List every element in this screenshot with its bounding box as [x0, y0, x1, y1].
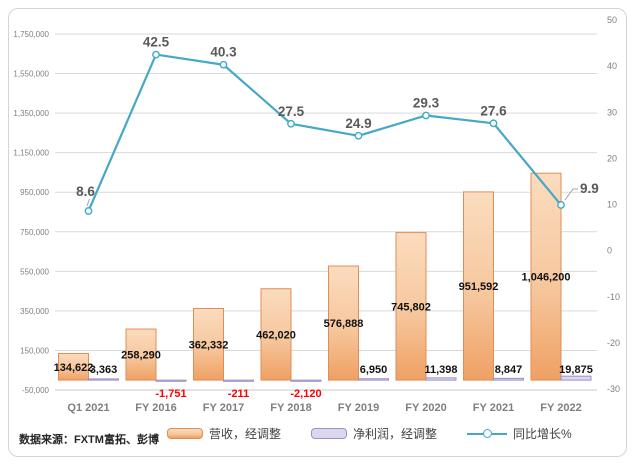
- net-profit-value-label: 19,875: [559, 364, 593, 376]
- right-axis-tick-label: 20: [607, 153, 617, 163]
- legend-item-growth: 同比增长%: [467, 425, 572, 442]
- growth-value-label: 27.6: [480, 103, 507, 118]
- growth-marker: [84, 207, 93, 215]
- growth-value-label: 24.9: [345, 116, 371, 131]
- revenue-value-label: 576,888: [324, 318, 364, 330]
- category-label: FY 2019: [338, 402, 379, 414]
- revenue-bar: [193, 307, 224, 381]
- label-leader-line: [86, 198, 90, 207]
- legend-label-revenue: 营收，经调整: [209, 427, 282, 441]
- revenue-bar: [395, 232, 427, 381]
- category-label: FY 2016: [135, 402, 176, 414]
- net-profit-value-label: -1,751: [155, 388, 186, 400]
- label-leader-line: [564, 188, 578, 201]
- left-axis-tick-label: 1,750,000: [13, 30, 49, 39]
- revenue-swatch-icon: [167, 428, 203, 439]
- revenue-value-label: 258,290: [121, 350, 161, 362]
- legend-label-net-profit: 净利润，经调整: [353, 427, 438, 441]
- source-note: 数据来源：FXTM富拓、彭博: [19, 434, 159, 446]
- revenue-bar: [463, 191, 494, 381]
- growth-value-label: 29.3: [413, 95, 440, 110]
- revenue-bar: [260, 288, 292, 381]
- left-axis-tick-label: 350,000: [20, 307, 49, 316]
- growth-marker: [152, 50, 160, 59]
- left-axis-tick-label: 950,000: [20, 188, 49, 197]
- growth-marker: [287, 119, 295, 128]
- net-profit-bar: [358, 378, 389, 381]
- right-axis-tick-label: -20: [607, 338, 620, 348]
- net-profit-bar: [493, 377, 524, 381]
- net-profit-value-label: -211: [228, 388, 249, 400]
- revenue-bar: [530, 172, 562, 381]
- net-profit-bar: [88, 378, 119, 381]
- legend-item-net-profit: 净利润，经调整: [311, 425, 437, 442]
- left-axis-tick-label: -50,000: [22, 386, 50, 395]
- revenue-bar: [328, 265, 359, 381]
- left-axis-tick-label: 750,000: [20, 228, 49, 237]
- revenue-value-label: 134,622: [54, 362, 94, 374]
- net-profit-bar: [290, 379, 322, 382]
- revenue-value-label: 462,020: [256, 329, 296, 341]
- left-axis-tick-label: 1,150,000: [13, 149, 49, 158]
- right-axis-tick-label: 50: [607, 15, 617, 25]
- net-profit-value-label: -2,120: [290, 388, 321, 400]
- growth-value-label: 40.3: [210, 45, 237, 60]
- category-label: FY 2021: [473, 402, 514, 414]
- revenue-value-label: 745,802: [391, 301, 431, 313]
- category-label: FY 2018: [270, 402, 311, 414]
- net-profit-bar: [223, 379, 254, 382]
- revenue-value-label: 362,332: [189, 339, 229, 351]
- growth-value-label: 8.6: [76, 184, 95, 199]
- net-profit-bar: [155, 379, 187, 382]
- net-profit-bar: [560, 375, 592, 381]
- left-axis-tick-label: 550,000: [20, 267, 49, 276]
- left-axis-tick-label: 1,350,000: [13, 109, 49, 118]
- growth-marker: [489, 119, 498, 128]
- legend-item-revenue: 营收，经调整: [167, 425, 281, 442]
- growth-line: [87, 53, 562, 212]
- category-label: Q1 2021: [67, 402, 109, 414]
- revenue-value-label: 1,046,200: [522, 272, 571, 284]
- growth-value-label: 42.5: [143, 35, 170, 50]
- left-axis-tick-label: 150,000: [20, 346, 49, 355]
- growth-marker: [557, 201, 565, 209]
- net-profit-value-label: 8,847: [495, 364, 523, 376]
- right-axis-tick-label: 30: [607, 107, 617, 117]
- left-axis-tick-label: 1,550,000: [13, 70, 49, 79]
- chart-card: 1,750,000 1,550,000 1,350,000 1,150,000 950,…: [8, 8, 627, 457]
- right-axis-tick-label: 40: [607, 61, 617, 71]
- right-axis-tick-label: 0: [607, 246, 612, 256]
- category-label: FY 2022: [540, 402, 581, 414]
- category-label: FY 2017: [203, 402, 244, 414]
- growth-value-label: 9.9: [580, 181, 599, 196]
- legend-label-growth: 同比增长%: [513, 427, 572, 441]
- revenue-bar: [58, 352, 89, 381]
- right-axis-tick-label: -30: [607, 384, 620, 394]
- net-profit-value-label: 6,950: [360, 364, 388, 376]
- combo-chart: 1,750,000 1,550,000 1,350,000 1,150,000 950,…: [13, 15, 620, 414]
- growth-line-swatch-icon: [467, 428, 508, 439]
- growth-value-label: 27.5: [278, 104, 305, 119]
- net-profit-value-label: 3,363: [90, 364, 118, 376]
- growth-marker: [219, 60, 228, 69]
- revenue-value-label: 951,592: [459, 281, 499, 293]
- right-axis-tick-label: -10: [607, 292, 620, 302]
- net-profit-swatch-icon: [311, 428, 348, 439]
- right-axis-tick-label: 10: [607, 200, 617, 210]
- revenue-bar: [125, 328, 157, 381]
- growth-marker: [422, 111, 430, 120]
- net-profit-bar: [425, 377, 457, 381]
- chart-legend: 营收，经调整 净利润，经调整 同比增长%: [167, 425, 572, 442]
- category-label: FY 2020: [405, 402, 446, 414]
- growth-marker: [354, 131, 363, 140]
- net-profit-value-label: 11,398: [424, 364, 457, 376]
